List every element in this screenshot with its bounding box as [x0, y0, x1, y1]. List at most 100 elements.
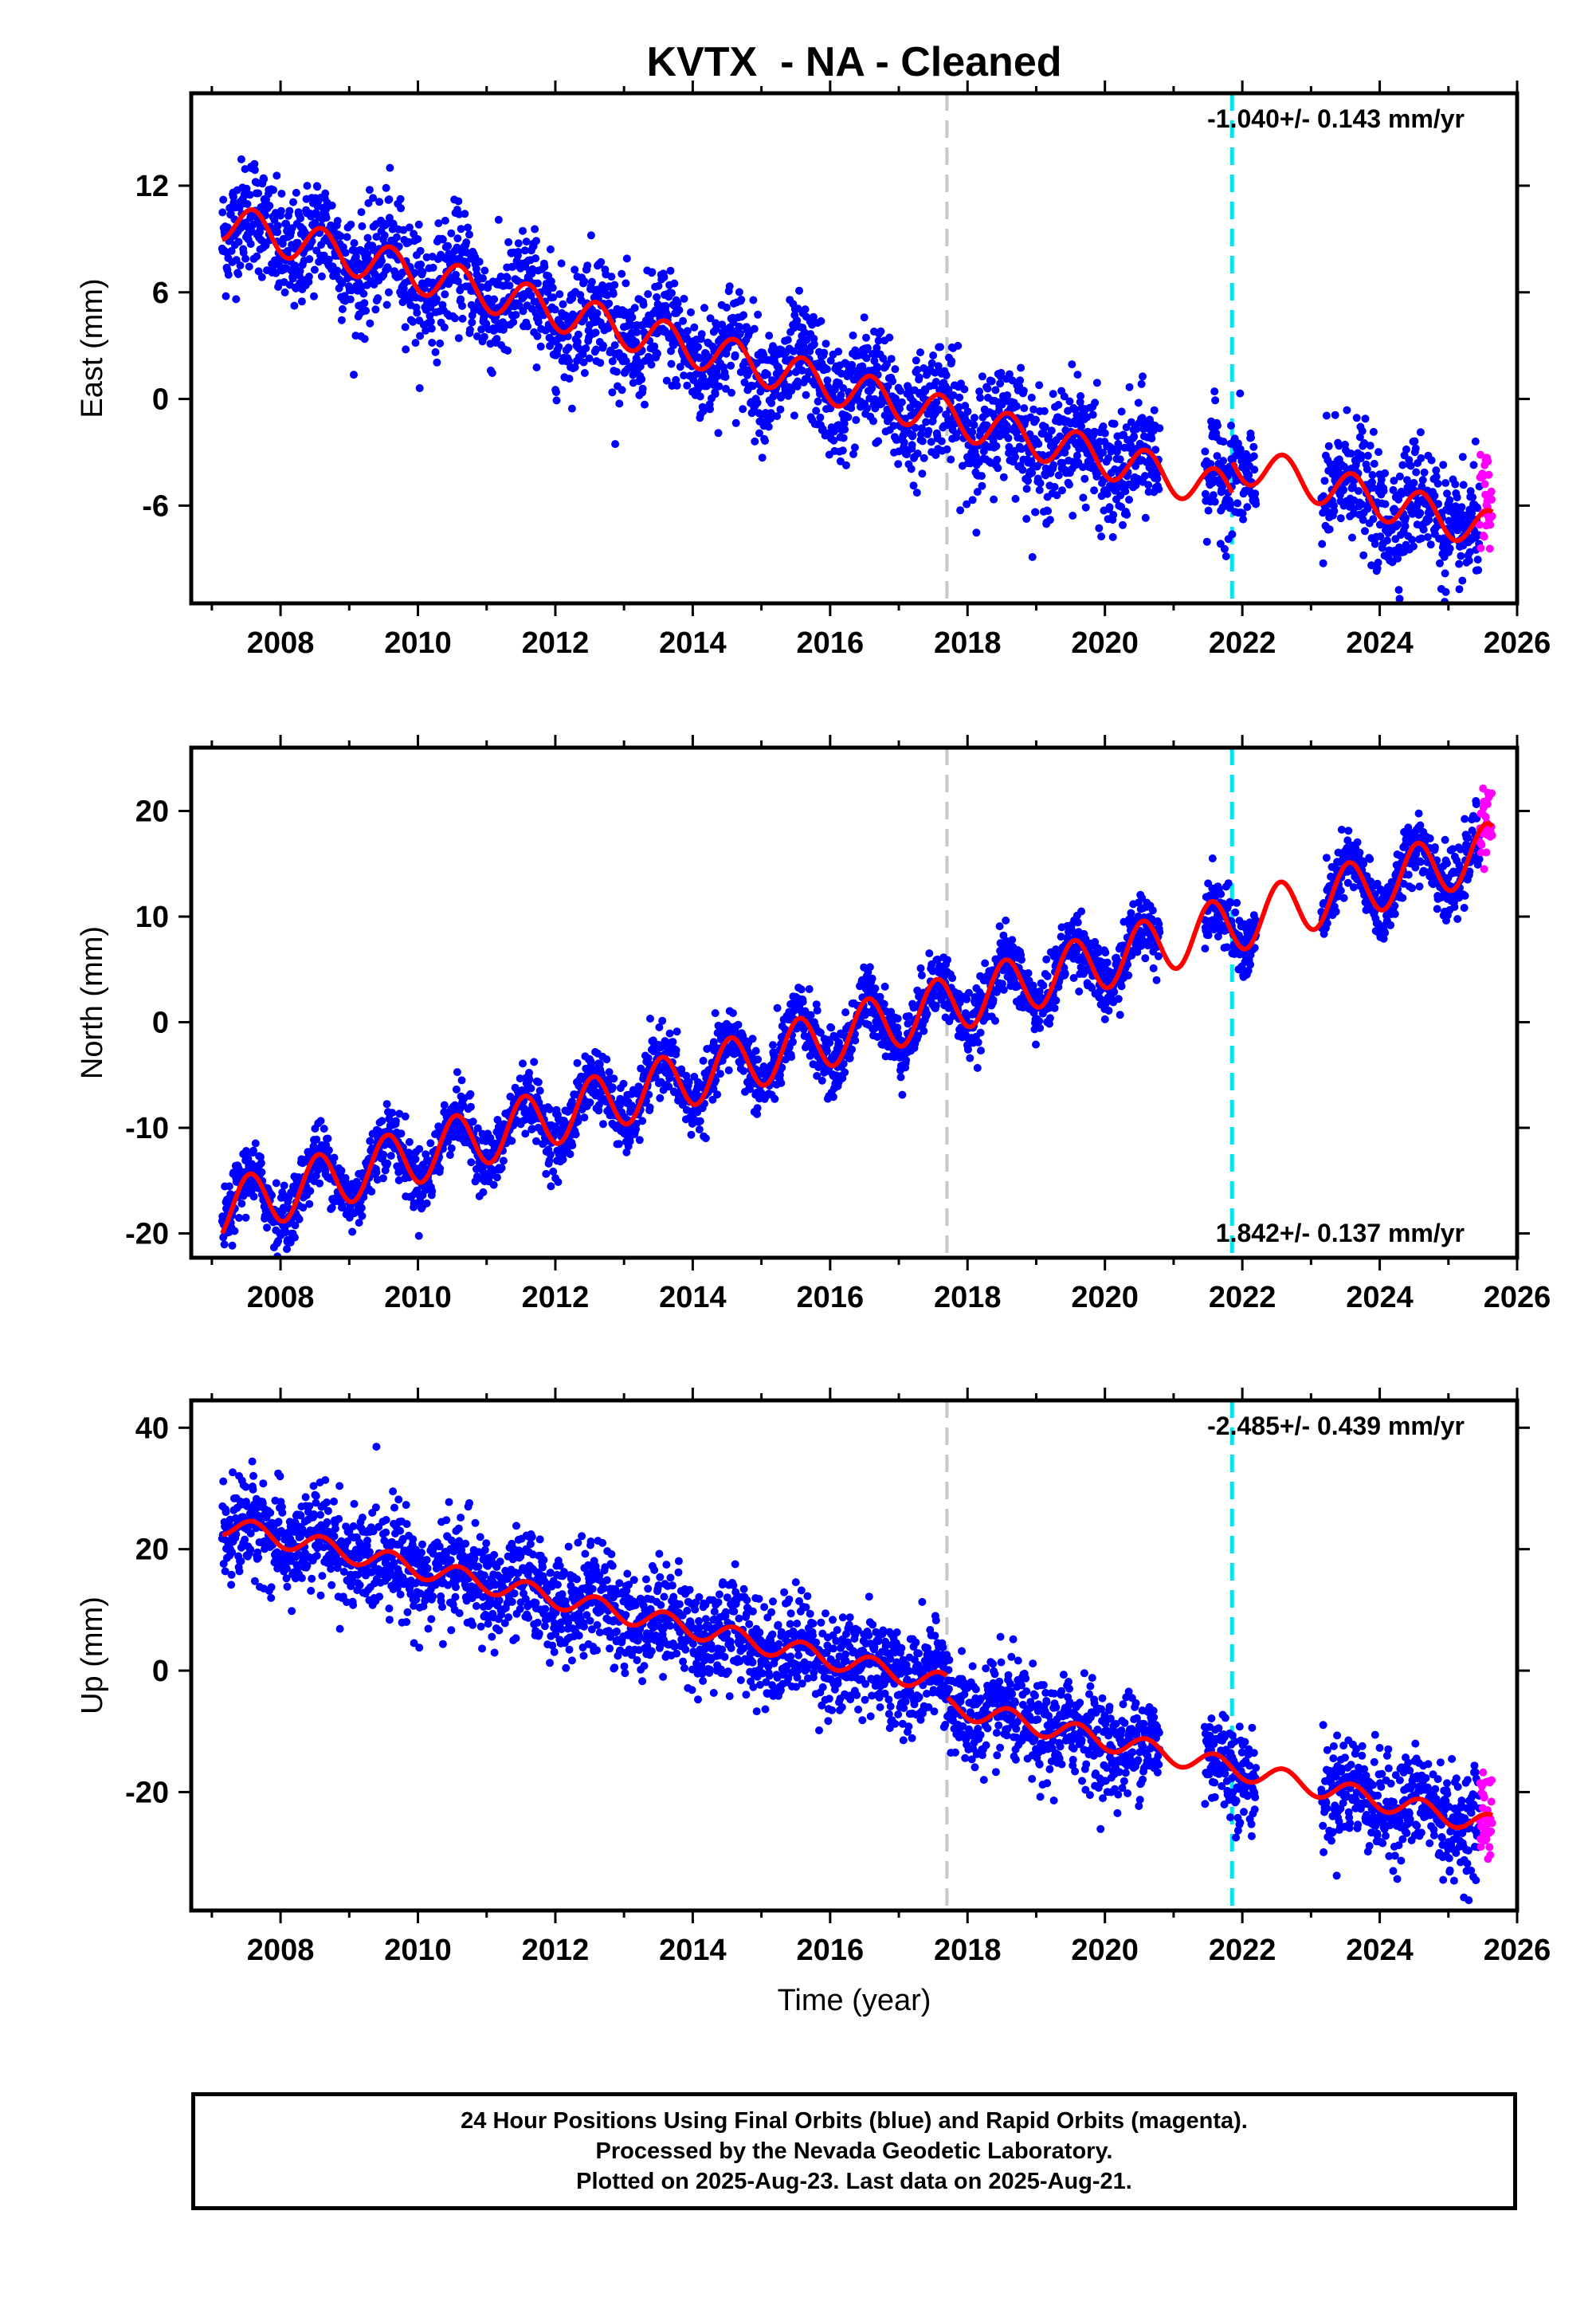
final-orbit-point: [1116, 455, 1124, 464]
final-orbit-point: [1381, 500, 1390, 509]
final-orbit-point: [614, 1140, 623, 1149]
final-orbit-point: [917, 424, 926, 433]
final-orbit-point: [898, 1090, 907, 1099]
final-orbit-point: [748, 1035, 757, 1043]
x-tick-label: 2010: [384, 626, 452, 660]
final-orbit-point: [559, 300, 567, 308]
final-orbit-point: [492, 1173, 501, 1182]
final-orbit-point: [1017, 363, 1025, 372]
final-orbit-point: [555, 290, 564, 299]
final-orbit-point: [820, 348, 829, 357]
final-orbit-point: [1093, 443, 1102, 452]
final-orbit-point: [388, 1109, 397, 1117]
final-orbit-point: [827, 1023, 836, 1032]
final-orbit-point: [357, 1204, 366, 1212]
final-orbit-point: [863, 344, 872, 352]
final-orbit-point: [1402, 445, 1410, 454]
final-orbit-point: [673, 299, 682, 308]
final-orbit-point: [756, 387, 765, 396]
final-orbit-point: [983, 384, 992, 393]
final-orbit-point: [711, 1009, 720, 1018]
final-orbit-point: [761, 437, 769, 446]
final-orbit-point: [583, 261, 592, 270]
final-orbit-point: [504, 238, 513, 246]
final-orbit-point: [280, 288, 289, 296]
final-orbit-point: [1245, 471, 1253, 480]
final-orbit-point: [893, 1015, 902, 1023]
final-orbit-point: [445, 1151, 454, 1160]
final-orbit-point: [1058, 458, 1067, 467]
final-orbit-point: [1419, 525, 1428, 534]
final-orbit-point: [367, 1188, 376, 1196]
final-orbit-point: [1361, 414, 1370, 423]
final-orbit-point: [414, 235, 422, 243]
final-orbit-point: [1457, 503, 1466, 512]
final-orbit-point: [535, 1086, 544, 1095]
final-orbit-point: [1114, 439, 1123, 448]
final-orbit-point: [912, 356, 920, 365]
final-orbit-point: [661, 301, 670, 310]
final-orbit-point: [713, 371, 722, 380]
final-orbit-point: [580, 277, 589, 286]
final-orbit-point: [706, 314, 715, 323]
final-orbit-point: [533, 279, 542, 288]
final-orbit-point: [968, 428, 977, 437]
final-orbit-point: [801, 305, 810, 314]
final-orbit-point: [913, 366, 922, 374]
final-orbit-point: [1249, 452, 1258, 461]
final-orbit-point: [802, 336, 811, 344]
final-orbit-point: [1077, 422, 1086, 430]
final-orbit-point: [1036, 479, 1045, 488]
final-orbit-point: [1358, 426, 1367, 435]
final-orbit-point: [682, 333, 691, 342]
final-orbit-point: [415, 384, 424, 392]
final-orbit-point: [679, 316, 688, 325]
final-orbit-point: [464, 223, 473, 232]
east-y-axis-label: East (mm): [76, 278, 109, 418]
final-orbit-point: [1406, 461, 1415, 470]
final-orbit-point: [438, 235, 447, 244]
final-orbit-point: [754, 1055, 763, 1064]
final-orbit-point: [1034, 439, 1043, 448]
rapid-orbit-point: [1480, 480, 1489, 489]
final-orbit-point: [565, 357, 574, 365]
final-orbit-point: [461, 210, 469, 218]
final-orbit-point: [227, 246, 236, 255]
final-orbit-point: [1058, 486, 1066, 495]
final-orbit-point: [573, 1058, 582, 1067]
final-orbit-point: [426, 1139, 435, 1148]
final-orbit-point: [888, 377, 897, 386]
final-orbit-point: [1359, 551, 1368, 560]
final-orbit-point: [533, 332, 542, 340]
final-orbit-point: [908, 441, 916, 450]
final-orbit-point: [1131, 461, 1140, 470]
final-orbit-point: [806, 1011, 815, 1019]
final-orbit-point: [1417, 534, 1425, 543]
final-orbit-point: [1092, 379, 1101, 387]
final-orbit-point: [338, 279, 347, 288]
final-orbit-point: [1214, 422, 1222, 430]
final-orbit-point: [978, 481, 986, 490]
final-orbit-point: [1432, 466, 1441, 475]
final-orbit-point: [728, 1009, 737, 1018]
final-orbit-point: [1469, 493, 1477, 501]
final-orbit-point: [1065, 397, 1074, 406]
final-orbit-point: [836, 457, 845, 465]
final-orbit-point: [727, 361, 735, 370]
final-orbit-point: [289, 198, 297, 206]
rapid-orbit-point: [1476, 450, 1484, 459]
final-orbit-point: [1226, 500, 1234, 509]
final-orbit-point: [383, 1159, 392, 1168]
final-orbit-point: [1361, 527, 1369, 536]
final-orbit-point: [1210, 387, 1219, 396]
final-orbit-point: [802, 391, 810, 399]
final-orbit-point: [1420, 468, 1429, 477]
final-orbit-point: [695, 1125, 704, 1134]
east-model-curve: [221, 207, 1494, 544]
final-orbit-point: [579, 358, 588, 367]
final-orbit-point: [609, 289, 618, 298]
final-orbit-point: [285, 206, 294, 215]
final-orbit-point: [954, 341, 963, 350]
final-orbit-point: [918, 469, 927, 478]
final-orbit-point: [865, 963, 874, 972]
